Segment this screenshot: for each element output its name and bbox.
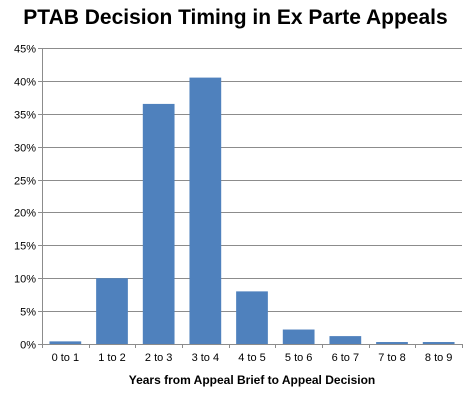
- axes: [38, 48, 463, 348]
- y-tick-label: 30%: [14, 143, 36, 155]
- x-tick-label: 2 to 3: [145, 352, 173, 364]
- bar: [422, 342, 455, 344]
- bar: [96, 278, 128, 344]
- bar: [282, 329, 315, 344]
- x-tick-label: 0 to 1: [52, 352, 80, 364]
- x-axis-label: Years from Appeal Brief to Appeal Decisi…: [128, 373, 376, 387]
- bar: [142, 103, 175, 345]
- y-tick-label: 10%: [14, 274, 36, 286]
- x-tick-label: 1 to 2: [98, 352, 126, 364]
- bar: [49, 341, 82, 344]
- chart-title: PTAB Decision Timing in Ex Parte Appeals: [23, 6, 448, 29]
- bar: [376, 342, 408, 344]
- x-tick-label: 7 to 8: [378, 352, 406, 364]
- x-tick-label: 5 to 6: [285, 352, 313, 364]
- bars: [49, 77, 455, 345]
- y-tick-label: 0%: [20, 340, 36, 352]
- y-tick-label: 5%: [20, 307, 36, 319]
- x-tick-label: 6 to 7: [332, 352, 360, 364]
- x-tick-label: 3 to 4: [192, 352, 220, 364]
- bar: [236, 291, 268, 344]
- y-tick-label: 40%: [14, 77, 36, 89]
- y-tick-label: 25%: [14, 176, 36, 188]
- bar: [329, 336, 362, 344]
- y-tick-label: 35%: [14, 110, 36, 122]
- y-tick-label: 45%: [14, 44, 36, 56]
- x-tick-label: 4 to 5: [238, 352, 266, 364]
- y-tick-label: 15%: [14, 241, 36, 253]
- tick-labels: 0% 5% 10% 15% 20% 25% 30% 35% 40% 45% 0 to 1 1 to 2…: [14, 44, 452, 365]
- bar: [189, 77, 222, 344]
- x-tick-label: 8 to 9: [425, 352, 453, 364]
- y-tick-label: 20%: [14, 208, 36, 220]
